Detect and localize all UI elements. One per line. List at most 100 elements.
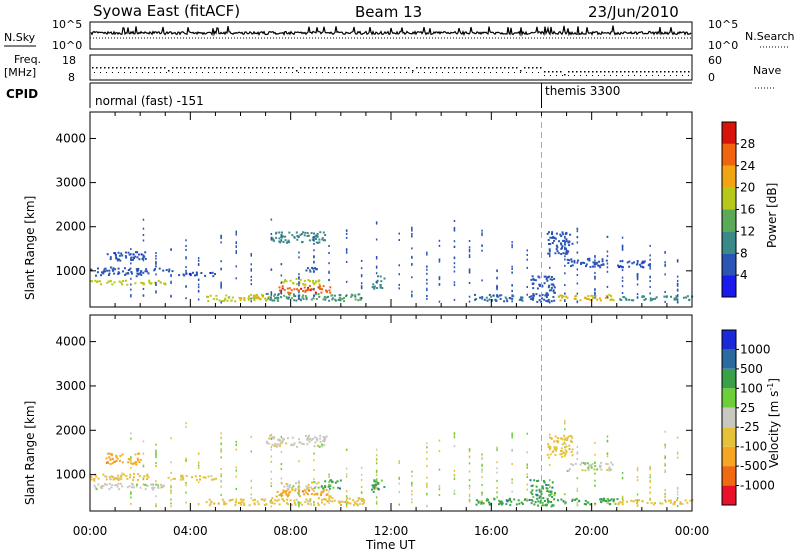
nave-tick-bottom: 0	[708, 71, 715, 84]
nave-point	[604, 75, 605, 76]
colorbar-segment	[722, 253, 736, 276]
freq-point	[544, 71, 546, 73]
nave-point	[196, 72, 197, 73]
nave-point	[580, 75, 581, 76]
colorbar-tick-label: 4	[740, 268, 748, 282]
freq-point	[632, 71, 634, 73]
freq-point	[496, 67, 498, 69]
colorbar-tick-label: 12	[740, 224, 755, 238]
x-tick-label: 12:00	[374, 524, 409, 538]
freq-point	[260, 67, 262, 69]
freq-point	[628, 71, 630, 73]
freq-point	[536, 67, 538, 69]
nave-point	[538, 72, 539, 73]
colorbar-segment	[722, 407, 736, 428]
velocity-y-ticks: 1000 2000 3000 4000	[55, 335, 692, 482]
nave-point	[292, 72, 293, 73]
colorbar-segment	[722, 349, 736, 369]
nave-point	[118, 72, 119, 73]
nave-point	[358, 72, 359, 73]
freq-point	[164, 67, 166, 69]
colorbar-segment	[722, 330, 736, 350]
nave-point	[652, 75, 653, 76]
x-tick-label: 16:00	[474, 524, 509, 538]
freq-point	[648, 71, 650, 73]
freq-point	[436, 67, 438, 69]
power-region	[90, 279, 167, 286]
freq-point	[132, 67, 134, 69]
nave-point	[484, 72, 485, 73]
nave-point	[172, 72, 173, 73]
freq-point	[188, 67, 190, 69]
power-region	[371, 275, 386, 290]
freq-point	[144, 67, 146, 69]
freq-point	[180, 67, 182, 69]
freq-point	[452, 67, 454, 69]
y-tick-label: 2000	[55, 220, 86, 234]
freq-point	[448, 67, 450, 69]
nave-point	[514, 72, 515, 73]
freq-point	[240, 67, 242, 69]
nave-point	[454, 72, 455, 73]
nave-point	[532, 72, 533, 73]
nave-point	[466, 72, 467, 73]
freq-point	[364, 67, 366, 69]
nave-point	[154, 72, 155, 73]
power-region	[278, 285, 332, 294]
colorbar-segment	[722, 187, 736, 210]
nave-point	[256, 72, 257, 73]
freq-point	[200, 67, 202, 69]
freq-point	[152, 67, 154, 69]
freq-point	[484, 67, 486, 69]
nave-point	[640, 75, 641, 76]
nave-point	[370, 72, 371, 73]
nave-point	[568, 75, 569, 76]
power-region	[546, 231, 574, 255]
freq-point	[476, 67, 478, 69]
power-region	[106, 251, 147, 262]
freq-point	[168, 70, 170, 72]
freq-point	[248, 67, 250, 69]
velocity-region	[93, 482, 165, 491]
nave-point	[106, 72, 107, 73]
colorbar-segment	[722, 466, 736, 486]
freq-point	[284, 67, 286, 69]
freq-point	[540, 67, 542, 69]
power-region	[206, 293, 268, 303]
date-title: 23/Jun/2010	[588, 3, 679, 21]
freq-point	[644, 71, 646, 73]
nsearch-label: N.Search	[745, 30, 795, 43]
freq-point	[604, 71, 606, 73]
y-tick-label: 4000	[55, 335, 86, 349]
nave-point	[268, 72, 269, 73]
nave-point	[148, 72, 149, 73]
colorbar-segment	[722, 209, 736, 232]
freq-point	[232, 67, 234, 69]
velocity-region	[205, 498, 268, 507]
nave-point	[334, 72, 335, 73]
freq-point	[228, 67, 230, 69]
freq-point	[288, 67, 290, 69]
power-region	[238, 295, 270, 300]
freq-point	[428, 67, 430, 69]
freq-point	[312, 67, 314, 69]
x-tick-label: 20:00	[574, 524, 609, 538]
velocity-region	[280, 481, 323, 490]
freq-point	[96, 67, 98, 69]
freq-point	[104, 67, 106, 69]
freq-point	[532, 67, 534, 69]
freq-point	[600, 71, 602, 73]
nave-point	[340, 72, 341, 73]
freq-point	[404, 67, 406, 69]
freq-point	[668, 71, 670, 73]
freq-point	[424, 67, 426, 69]
power-region	[153, 267, 174, 273]
colorbar-segment	[722, 275, 736, 297]
freq-label: Freq.	[14, 53, 41, 66]
freq-point	[384, 67, 386, 69]
nave-point	[286, 72, 287, 73]
freq-point	[508, 67, 510, 69]
freq-point	[420, 67, 422, 69]
freq-point	[196, 67, 198, 69]
